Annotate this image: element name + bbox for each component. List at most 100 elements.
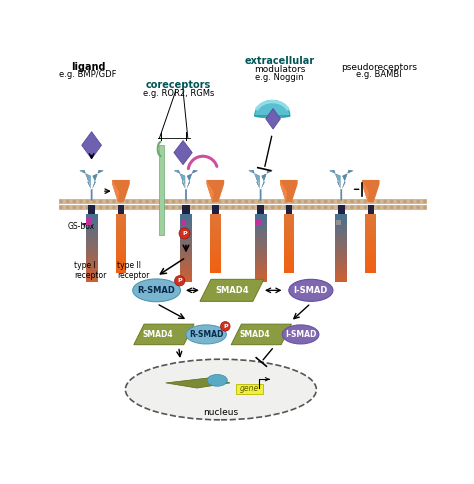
Circle shape xyxy=(138,206,142,209)
Bar xyxy=(255,234,266,238)
Circle shape xyxy=(172,199,175,203)
Circle shape xyxy=(238,206,241,209)
Bar xyxy=(255,272,266,275)
Bar xyxy=(255,275,266,278)
Bar xyxy=(86,272,98,275)
Bar xyxy=(365,222,376,226)
Bar xyxy=(283,222,294,226)
Ellipse shape xyxy=(289,279,333,302)
Circle shape xyxy=(396,199,400,203)
Bar xyxy=(86,244,98,248)
Bar xyxy=(180,244,192,248)
Bar xyxy=(86,224,98,227)
Bar xyxy=(180,238,192,241)
Bar xyxy=(86,218,91,225)
Polygon shape xyxy=(80,170,103,200)
Text: pseudoreceptors: pseudoreceptors xyxy=(341,63,417,72)
Circle shape xyxy=(271,206,274,209)
Bar xyxy=(210,257,221,261)
Polygon shape xyxy=(249,170,273,200)
Circle shape xyxy=(119,206,122,209)
Bar xyxy=(236,384,263,394)
Polygon shape xyxy=(329,170,353,200)
Bar xyxy=(210,261,221,265)
Circle shape xyxy=(291,199,294,203)
Polygon shape xyxy=(255,100,290,118)
Text: e.g. ROR2, RGMs: e.g. ROR2, RGMs xyxy=(143,89,214,98)
Polygon shape xyxy=(329,170,353,200)
Ellipse shape xyxy=(207,375,228,386)
Bar xyxy=(336,258,347,261)
Bar xyxy=(180,214,192,217)
Bar xyxy=(210,218,221,222)
Bar xyxy=(365,226,376,229)
Ellipse shape xyxy=(186,325,227,344)
Circle shape xyxy=(337,199,341,203)
Bar xyxy=(255,268,266,272)
Circle shape xyxy=(174,276,185,286)
Bar xyxy=(336,255,347,258)
Polygon shape xyxy=(207,180,224,202)
Circle shape xyxy=(403,199,407,203)
Bar xyxy=(255,261,266,265)
Bar xyxy=(336,224,347,227)
Bar xyxy=(116,222,126,226)
Polygon shape xyxy=(329,170,353,200)
Bar xyxy=(86,251,98,255)
Bar xyxy=(365,249,376,253)
Polygon shape xyxy=(249,170,273,200)
Circle shape xyxy=(218,206,222,209)
Circle shape xyxy=(205,206,209,209)
Polygon shape xyxy=(80,170,103,200)
Bar xyxy=(283,242,294,245)
Bar xyxy=(116,226,126,229)
Text: P: P xyxy=(182,231,187,236)
Bar xyxy=(283,218,294,222)
Circle shape xyxy=(178,206,182,209)
Circle shape xyxy=(277,199,281,203)
Bar xyxy=(210,242,221,245)
Text: P: P xyxy=(223,324,228,329)
Circle shape xyxy=(337,206,341,209)
Circle shape xyxy=(99,206,102,209)
Bar xyxy=(116,242,126,245)
Bar xyxy=(255,241,266,244)
Bar xyxy=(86,227,98,231)
Bar xyxy=(283,233,294,238)
Polygon shape xyxy=(80,170,103,200)
Circle shape xyxy=(73,199,76,203)
Bar xyxy=(116,214,126,218)
Circle shape xyxy=(324,199,328,203)
Circle shape xyxy=(264,199,268,203)
Bar xyxy=(180,241,192,244)
Polygon shape xyxy=(249,170,273,200)
Circle shape xyxy=(383,206,387,209)
Circle shape xyxy=(357,206,360,209)
Bar xyxy=(336,238,347,241)
Polygon shape xyxy=(112,180,130,202)
Bar xyxy=(180,258,192,261)
Bar xyxy=(255,219,261,225)
Bar xyxy=(180,224,192,227)
Bar xyxy=(116,261,126,265)
Bar xyxy=(118,205,124,214)
Circle shape xyxy=(125,206,129,209)
Circle shape xyxy=(225,206,228,209)
Bar xyxy=(181,219,186,225)
Bar xyxy=(210,229,221,233)
Circle shape xyxy=(291,206,294,209)
Bar xyxy=(336,234,347,238)
Text: type I
receptor: type I receptor xyxy=(74,261,106,280)
Bar xyxy=(255,258,266,261)
Bar xyxy=(116,265,126,269)
Text: SMAD4: SMAD4 xyxy=(239,330,270,339)
Bar xyxy=(283,253,294,257)
Circle shape xyxy=(66,206,70,209)
Bar xyxy=(336,268,347,272)
Bar xyxy=(255,244,266,248)
Polygon shape xyxy=(80,170,103,200)
Circle shape xyxy=(191,206,195,209)
Circle shape xyxy=(119,199,122,203)
Polygon shape xyxy=(329,170,353,200)
Text: R-SMAD: R-SMAD xyxy=(189,330,223,339)
